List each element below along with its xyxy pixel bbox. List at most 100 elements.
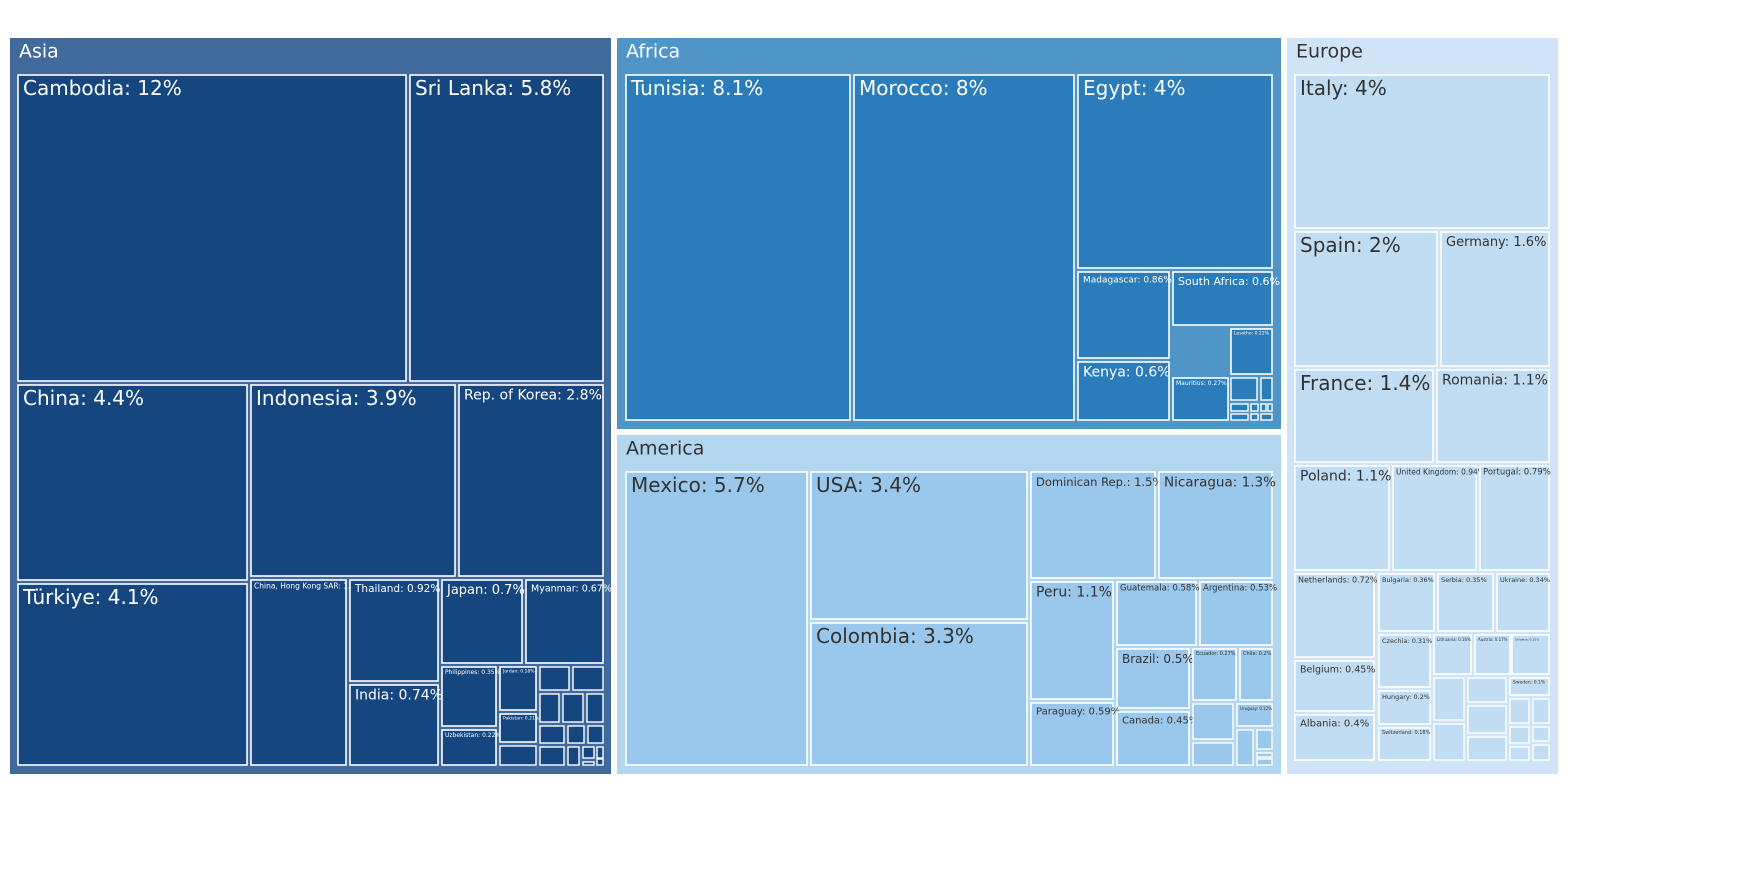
tile-pakistan[interactable] [499, 713, 537, 743]
tile-slovakia[interactable] [1511, 634, 1550, 675]
tile-belgium[interactable] [1294, 660, 1375, 712]
tile-cambodia[interactable] [17, 74, 407, 382]
tile-china-hong-kong-sar[interactable] [250, 579, 347, 766]
tile-serbia[interactable] [1437, 573, 1494, 632]
tile-egypt[interactable] [1077, 74, 1273, 269]
tile-sweden[interactable] [1509, 677, 1550, 696]
tile-myanmar[interactable] [525, 579, 604, 664]
tile-small-africa-5[interactable] [1267, 403, 1273, 412]
tile-brazil[interactable] [1116, 648, 1190, 709]
tile-ecuador[interactable] [1192, 648, 1237, 701]
tile-albania[interactable] [1294, 714, 1375, 761]
tile-small-asia-13[interactable] [582, 761, 595, 766]
tile-france[interactable] [1294, 369, 1434, 463]
tile-sri-lanka[interactable] [409, 74, 604, 382]
tile-turkiye[interactable] [17, 583, 248, 766]
tile-small-asia-4[interactable] [586, 693, 604, 723]
tile-germany[interactable] [1440, 231, 1550, 367]
tile-hungary[interactable] [1378, 690, 1431, 725]
tile-spain[interactable] [1294, 231, 1438, 367]
tile-poland[interactable] [1294, 465, 1390, 571]
tile-small-asia-14[interactable] [596, 758, 604, 766]
tile-small-europe-9[interactable] [1509, 746, 1530, 761]
tile-small-asia-9[interactable] [539, 746, 565, 766]
tile-chile[interactable] [1239, 648, 1273, 701]
tile-small-america-0[interactable] [1192, 703, 1234, 740]
tile-small-europe-4[interactable] [1532, 698, 1550, 724]
tile-label-mexico: Mexico: 5.7% [631, 473, 765, 497]
tile-tunisia[interactable] [625, 74, 851, 421]
tile-small-asia-12[interactable] [596, 746, 604, 759]
tile-guatemala[interactable] [1116, 581, 1197, 646]
tile-united-kingdom[interactable] [1392, 465, 1477, 571]
tile-small-africa-6[interactable] [1230, 413, 1249, 421]
tile-small-america-4[interactable] [1256, 752, 1273, 758]
tile-austria[interactable] [1474, 634, 1511, 675]
tile-ukraine[interactable] [1496, 573, 1550, 632]
tile-switzerland[interactable] [1378, 727, 1431, 761]
tile-small-africa-1[interactable] [1260, 377, 1273, 401]
tile-peru[interactable] [1030, 581, 1114, 700]
tile-small-europe-3[interactable] [1509, 698, 1530, 724]
tile-netherlands[interactable] [1294, 573, 1375, 658]
tile-small-africa-4[interactable] [1260, 403, 1267, 412]
tile-small-africa-7[interactable] [1250, 413, 1259, 421]
tile-madagascar[interactable] [1077, 271, 1170, 359]
tile-small-america-2[interactable] [1236, 729, 1254, 766]
tile-japan[interactable] [441, 579, 523, 664]
tile-jordan[interactable] [499, 666, 537, 711]
tile-uruguay[interactable] [1236, 703, 1273, 727]
tile-small-asia-2[interactable] [539, 693, 560, 723]
tile-india[interactable] [349, 684, 439, 766]
tile-thailand[interactable] [349, 579, 439, 682]
tile-portugal[interactable] [1479, 465, 1550, 571]
tile-small-europe-8[interactable] [1467, 736, 1507, 761]
tile-small-asia-10[interactable] [567, 746, 580, 766]
tile-lithuania[interactable] [1433, 634, 1472, 675]
tile-small-asia-11[interactable] [582, 746, 595, 759]
tile-small-asia-5[interactable] [539, 725, 565, 744]
tile-uzbekistan[interactable] [441, 729, 497, 766]
tile-small-europe-6[interactable] [1532, 726, 1550, 742]
tile-china[interactable] [17, 384, 248, 581]
tile-nicaragua[interactable] [1158, 471, 1273, 579]
tile-romania[interactable] [1436, 369, 1550, 463]
tile-small-europe-10[interactable] [1532, 744, 1550, 761]
tile-canada[interactable] [1116, 711, 1190, 766]
tile-small-america-1[interactable] [1192, 742, 1234, 766]
tile-small-africa-2[interactable] [1230, 403, 1249, 412]
tile-kenya[interactable] [1077, 361, 1170, 421]
tile-philippines[interactable] [441, 666, 497, 727]
tile-small-america-3[interactable] [1256, 729, 1273, 750]
tile-small-asia-3[interactable] [562, 693, 584, 723]
tile-dominican-rep[interactable] [1030, 471, 1156, 579]
tile-lesotho[interactable] [1230, 328, 1273, 375]
tile-colombia[interactable] [810, 622, 1028, 766]
tile-small-asia-1[interactable] [572, 666, 604, 691]
tile-small-asia-7[interactable] [587, 725, 604, 744]
tile-mexico[interactable] [625, 471, 808, 766]
tile-small-europe-1[interactable] [1467, 677, 1507, 703]
tile-bulgaria[interactable] [1378, 573, 1435, 632]
tile-small-europe-5[interactable] [1509, 726, 1530, 744]
tile-paraguay[interactable] [1030, 702, 1114, 766]
tile-usa[interactable] [810, 471, 1028, 620]
tile-rep-of-korea[interactable] [458, 384, 604, 577]
tile-italy[interactable] [1294, 74, 1550, 229]
tile-small-africa-8[interactable] [1260, 413, 1273, 421]
tile-small-europe-2[interactable] [1467, 705, 1507, 734]
tile-indonesia[interactable] [250, 384, 456, 577]
tile-small-africa-3[interactable] [1250, 403, 1259, 412]
tile-czechia[interactable] [1378, 634, 1431, 688]
tile-small-asia-8[interactable] [499, 745, 537, 766]
tile-small-asia-0[interactable] [539, 666, 570, 691]
tile-small-europe-0[interactable] [1433, 677, 1465, 721]
tile-south-africa[interactable] [1172, 271, 1273, 326]
tile-small-africa-0[interactable] [1230, 377, 1258, 401]
tile-mauritius[interactable] [1172, 377, 1229, 421]
tile-small-america-5[interactable] [1256, 758, 1273, 766]
tile-morocco[interactable] [853, 74, 1075, 421]
tile-small-asia-6[interactable] [567, 725, 585, 744]
tile-argentina[interactable] [1199, 581, 1273, 646]
tile-small-europe-7[interactable] [1433, 723, 1465, 761]
